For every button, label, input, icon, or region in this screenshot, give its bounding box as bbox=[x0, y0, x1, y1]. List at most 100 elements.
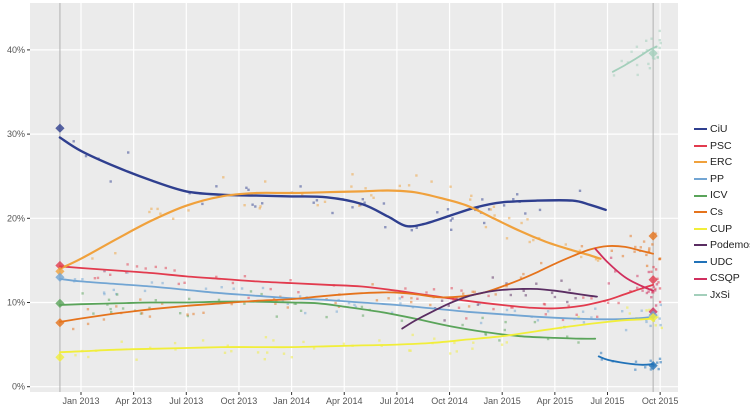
poll-point bbox=[140, 312, 144, 315]
legend-swatch-ICV bbox=[694, 194, 707, 197]
election-result-CUP bbox=[55, 352, 65, 362]
poll-point bbox=[312, 201, 315, 204]
legend-swatch-CUP bbox=[694, 227, 707, 230]
poll-point bbox=[135, 358, 138, 361]
poll-point bbox=[266, 351, 269, 354]
poll-point bbox=[351, 173, 354, 176]
poll-point bbox=[243, 204, 246, 207]
poll-point bbox=[272, 297, 276, 300]
poll-point bbox=[231, 281, 235, 285]
poll-point bbox=[249, 290, 253, 293]
poll-point bbox=[350, 185, 353, 188]
y-tick-label: 10% bbox=[7, 298, 25, 308]
poll-point bbox=[594, 258, 598, 261]
poll-point bbox=[487, 208, 491, 211]
poll-point bbox=[658, 46, 661, 50]
poll-point bbox=[179, 312, 182, 315]
poll-point bbox=[538, 208, 542, 212]
poll-point bbox=[149, 346, 152, 349]
election-results bbox=[55, 48, 658, 371]
legend-label: JxSi bbox=[710, 288, 730, 301]
poll-point bbox=[505, 341, 508, 344]
election-result-UDC bbox=[648, 361, 658, 371]
poll-point bbox=[453, 341, 456, 345]
poll-point bbox=[436, 211, 439, 214]
x-tick-label: Jul 2014 bbox=[380, 396, 414, 406]
poll-point bbox=[114, 252, 117, 255]
legend-label: CUP bbox=[710, 222, 733, 235]
poll-point bbox=[508, 216, 511, 220]
legend-item-Podemos: Podemos bbox=[694, 237, 750, 254]
poll-point bbox=[645, 309, 648, 312]
poll-point bbox=[361, 198, 364, 201]
poll-point bbox=[409, 349, 412, 352]
poll-point bbox=[301, 193, 304, 196]
poll-point bbox=[172, 217, 175, 220]
poll-point bbox=[302, 340, 305, 344]
trend-line-ERC bbox=[58, 189, 602, 270]
poll-point bbox=[201, 202, 204, 206]
poll-point bbox=[217, 298, 221, 302]
poll-point bbox=[636, 286, 639, 290]
poll-point bbox=[481, 198, 484, 201]
poll-point bbox=[84, 154, 88, 158]
poll-point bbox=[617, 301, 620, 305]
x-axis: Jan 2013 Apr 2013 Jul 2013 Oct 2013 Jan 2014… bbox=[62, 392, 678, 406]
poll-point bbox=[110, 311, 113, 314]
poll-point bbox=[410, 229, 413, 232]
poll-point bbox=[469, 198, 472, 201]
poll-point bbox=[505, 308, 509, 312]
poll-point bbox=[621, 310, 624, 313]
poll-point bbox=[223, 351, 227, 354]
legend-item-ICV: ICV bbox=[694, 187, 750, 204]
poll-point bbox=[657, 367, 660, 371]
x-tick-label: Jul 2015 bbox=[590, 396, 624, 406]
poll-point bbox=[275, 315, 278, 318]
trend-line-Podemos bbox=[401, 287, 598, 330]
poll-point bbox=[634, 368, 637, 371]
poll-point bbox=[532, 238, 535, 242]
poll-point bbox=[612, 74, 616, 77]
poll-point bbox=[74, 354, 77, 357]
poll-point bbox=[656, 361, 659, 364]
poll-point bbox=[624, 328, 628, 332]
poll-point bbox=[353, 303, 356, 307]
poll-point bbox=[610, 249, 613, 252]
poll-point bbox=[363, 201, 366, 204]
poll-point bbox=[621, 254, 625, 258]
poll-point bbox=[520, 221, 523, 225]
poll-point bbox=[536, 319, 540, 322]
poll-point bbox=[289, 279, 292, 282]
poll-point bbox=[269, 287, 272, 291]
poll-point bbox=[462, 292, 465, 295]
poll-point bbox=[91, 257, 94, 260]
poll-point bbox=[544, 313, 547, 316]
poll-point bbox=[264, 180, 267, 183]
plot-background bbox=[30, 3, 678, 392]
poll-point bbox=[103, 269, 106, 272]
poll-point bbox=[457, 306, 461, 309]
poll-point bbox=[220, 286, 223, 289]
poll-point bbox=[651, 56, 655, 60]
poll-point bbox=[261, 286, 265, 290]
poll-point bbox=[658, 317, 661, 320]
poll-point bbox=[494, 293, 497, 296]
poll-point bbox=[360, 305, 364, 309]
x-tick-label: Jan 2015 bbox=[484, 396, 521, 406]
poll-point bbox=[582, 321, 586, 324]
poll-point bbox=[73, 278, 77, 281]
poll-point bbox=[106, 303, 109, 306]
poll-point bbox=[634, 245, 637, 249]
poll-point bbox=[659, 323, 662, 327]
poll-point bbox=[654, 324, 657, 327]
legend-label: CiU bbox=[710, 123, 728, 136]
poll-point bbox=[126, 263, 129, 266]
poll-point bbox=[461, 323, 464, 327]
election-result-PSC bbox=[55, 260, 65, 271]
poll-point bbox=[215, 185, 218, 188]
poll-point bbox=[115, 305, 118, 308]
poll-point bbox=[433, 337, 436, 340]
poll-point bbox=[192, 312, 195, 316]
poll-point bbox=[102, 291, 106, 294]
poll-point bbox=[649, 324, 652, 328]
